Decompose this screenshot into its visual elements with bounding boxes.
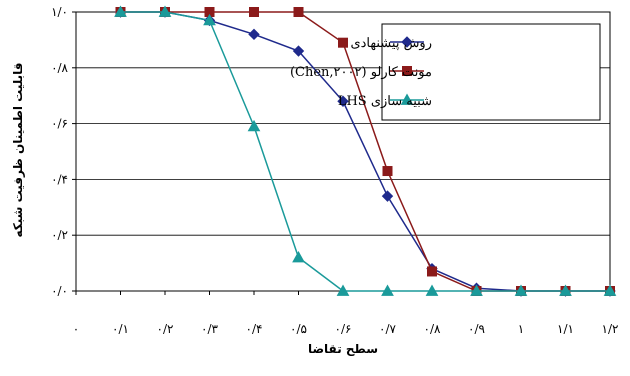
- x-tick-label: ۱/۲: [602, 322, 619, 336]
- data-point: [603, 284, 617, 296]
- data-point: [514, 284, 528, 296]
- legend-item: مونت کارلو (Chen,۲۰۰۲): [290, 65, 432, 80]
- data-point: [247, 119, 261, 132]
- legend-label: مونت کارلو (Chen,۲۰۰۲): [290, 65, 432, 80]
- data-point: [381, 284, 394, 296]
- legend-marker: [400, 93, 414, 105]
- data-point: [292, 45, 305, 57]
- data-point: [559, 284, 572, 296]
- x-tick-label: ۰: [73, 322, 79, 336]
- x-tick-label: ۰/۵: [290, 322, 307, 336]
- x-tick-label: ۰/۸: [424, 322, 441, 336]
- x-tick-label: ۰/۲: [157, 322, 174, 336]
- data-point: [382, 166, 393, 177]
- data-point: [337, 95, 349, 107]
- y-tick-label: ۱/۰: [51, 5, 68, 19]
- data-point: [293, 7, 304, 17]
- data-point: [381, 190, 394, 202]
- series-2: [114, 5, 617, 296]
- x-tick-label: ۰/۱: [112, 322, 129, 336]
- data-point: [248, 28, 260, 41]
- data-point: [425, 284, 439, 296]
- legend-item: روش پیشنهادی: [350, 36, 432, 51]
- legend-item: شبیه سازی LHS: [338, 93, 432, 109]
- y-axis-title: قابلیت اطمینان ظرفیت شبکه: [11, 62, 25, 237]
- data-point: [427, 266, 437, 277]
- legend-label: شبیه سازی LHS: [338, 94, 432, 109]
- x-tick-label: ۰/۶: [335, 322, 352, 336]
- x-tick-label: ۰/۹: [468, 322, 485, 336]
- legend: روش پیشنهادی مونت کارلو (Chen,۲۰۰۲) شبیه س…: [290, 23, 601, 121]
- x-tick-label: ۰/۴: [246, 322, 263, 336]
- data-point: [114, 5, 127, 17]
- x-tick-label: ۱: [518, 322, 524, 336]
- x-tick-label: ۰/۷: [379, 322, 396, 336]
- legend-label: روش پیشنهادی: [350, 36, 432, 51]
- x-tick-label: ۰/۳: [201, 322, 218, 336]
- y-tick-label: ۰/۰: [51, 284, 68, 298]
- y-tick-label: ۰/۶: [51, 117, 68, 131]
- series-line: [120, 11, 610, 292]
- y-tick-label: ۰/۲: [51, 228, 68, 242]
- data-point: [470, 284, 483, 296]
- y-tick-label: ۰/۴: [51, 172, 68, 186]
- x-tick-label: ۱/۱: [557, 322, 574, 336]
- legend-box: [381, 23, 601, 121]
- data-point: [158, 5, 172, 17]
- data-point: [249, 7, 259, 17]
- legend-marker: [401, 36, 413, 48]
- y-tick-label: ۰/۸: [51, 61, 68, 75]
- data-point: [336, 284, 350, 296]
- data-point: [292, 250, 305, 263]
- series-layer: [114, 5, 617, 297]
- data-point: [338, 37, 348, 48]
- legend-marker: [402, 66, 412, 76]
- data-point: [203, 13, 216, 26]
- x-axis-title: سطح تقاضا: [308, 342, 378, 356]
